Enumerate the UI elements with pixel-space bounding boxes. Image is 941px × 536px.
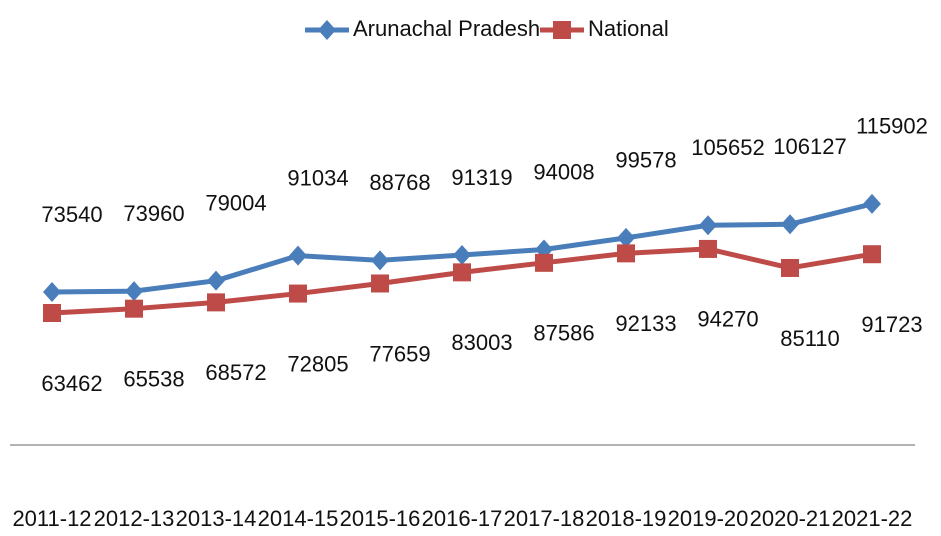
data-label: 106127: [773, 134, 846, 159]
data-label: 72805: [287, 351, 348, 376]
point: [207, 293, 225, 312]
point: [371, 250, 389, 271]
x-tick-label: 2016-17: [422, 506, 503, 531]
point: [207, 270, 225, 291]
point: [863, 193, 881, 214]
data-label: 73540: [41, 202, 102, 227]
point: [863, 245, 881, 264]
data-label: 85110: [780, 326, 840, 351]
point: [617, 244, 635, 263]
point: [43, 282, 61, 303]
point: [453, 263, 471, 282]
legend-marker: [318, 20, 336, 40]
data-label: 63462: [41, 371, 102, 396]
legend-label: Arunachal Pradesh: [353, 16, 540, 41]
data-label: 91723: [861, 312, 922, 337]
data-label: 88768: [369, 170, 430, 195]
data-label: 115902: [856, 114, 928, 139]
point: [617, 227, 635, 248]
data-label: 79004: [205, 190, 266, 215]
x-tick-label: 2018-19: [586, 506, 667, 531]
x-tick-label: 2015-16: [340, 506, 421, 531]
point: [289, 284, 307, 303]
x-tick-label: 2019-20: [668, 506, 749, 531]
x-tick-label: 2020-21: [750, 506, 831, 531]
data-label: 68572: [205, 360, 266, 385]
point: [371, 274, 389, 293]
data-label: 73960: [123, 201, 184, 226]
data-label: 92133: [615, 311, 676, 336]
point: [125, 281, 143, 302]
data-label: 91319: [451, 165, 512, 190]
point: [453, 245, 471, 266]
data-label: 99578: [615, 148, 676, 173]
x-tick-label: 2012-13: [94, 506, 175, 531]
data-label: 105652: [691, 135, 764, 160]
x-tick-label: 2017-18: [504, 506, 585, 531]
x-tick-label: 2011-12: [12, 506, 91, 531]
data-label: 83003: [451, 330, 512, 355]
point: [43, 303, 61, 322]
point: [289, 245, 307, 266]
data-label: 94270: [697, 307, 758, 332]
point: [781, 258, 799, 277]
data-label: 87586: [533, 321, 594, 346]
point: [535, 253, 553, 272]
x-tick-label: 2013-14: [176, 506, 257, 531]
data-label: 65538: [123, 366, 184, 391]
legend-marker: [553, 21, 571, 39]
point: [699, 215, 717, 236]
x-tick-label: 2014-15: [258, 506, 339, 531]
point: [125, 299, 143, 318]
legend-label: National: [588, 16, 669, 41]
x-tick-label: 2021-22: [832, 506, 913, 531]
data-label: 77659: [369, 341, 430, 366]
data-label: 91034: [287, 165, 348, 190]
data-label: 94008: [533, 159, 594, 184]
point: [699, 239, 717, 258]
point: [781, 214, 799, 235]
